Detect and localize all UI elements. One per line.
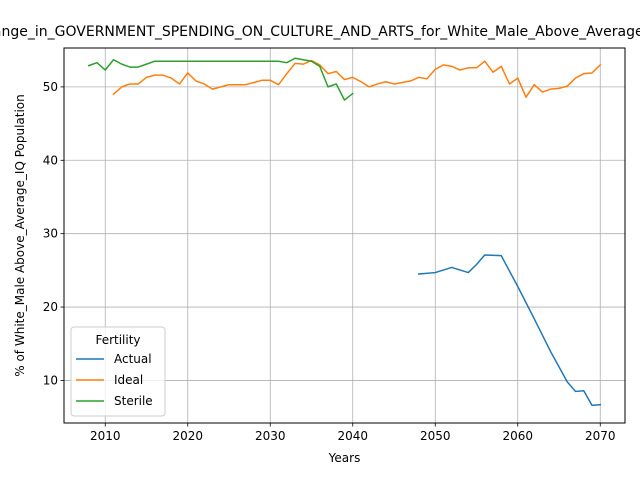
series-line-ideal bbox=[112, 59, 602, 98]
y-tick-label: 50 bbox=[43, 80, 58, 94]
y-tick-label: 30 bbox=[43, 227, 58, 241]
legend-label-sterile: Sterile bbox=[114, 394, 153, 408]
x-tick-label: 2030 bbox=[255, 429, 286, 443]
legend-box bbox=[70, 326, 166, 417]
x-axis-label: Years bbox=[328, 451, 361, 465]
x-tick-label: 2070 bbox=[585, 429, 616, 443]
x-tick-label: 2060 bbox=[502, 429, 533, 443]
legend-title: Fertility bbox=[95, 333, 140, 347]
y-tick-label: 20 bbox=[43, 300, 58, 314]
x-tick-label: 2050 bbox=[420, 429, 451, 443]
series-lines bbox=[87, 57, 602, 407]
y-tick-label: 10 bbox=[43, 373, 58, 387]
y-axis-label: % of White_Male Above_Average_IQ Populat… bbox=[13, 94, 27, 377]
chart-title: Change_in_GOVERNMENT_SPENDING_ON_CULTURE… bbox=[0, 24, 640, 40]
legend: Fertility Actual Ideal Sterile bbox=[70, 326, 166, 417]
series-line-actual bbox=[417, 254, 602, 407]
legend-entries: Actual Ideal Sterile bbox=[76, 352, 153, 408]
x-tick-label: 2010 bbox=[90, 429, 121, 443]
legend-label-actual: Actual bbox=[114, 352, 152, 366]
series-line-sterile bbox=[87, 57, 354, 101]
x-tick-label: 2020 bbox=[172, 429, 203, 443]
y-tick-label: 40 bbox=[43, 153, 58, 167]
legend-label-ideal: Ideal bbox=[114, 373, 143, 387]
plot-frame bbox=[63, 47, 626, 424]
x-tick-label: 2040 bbox=[337, 429, 368, 443]
